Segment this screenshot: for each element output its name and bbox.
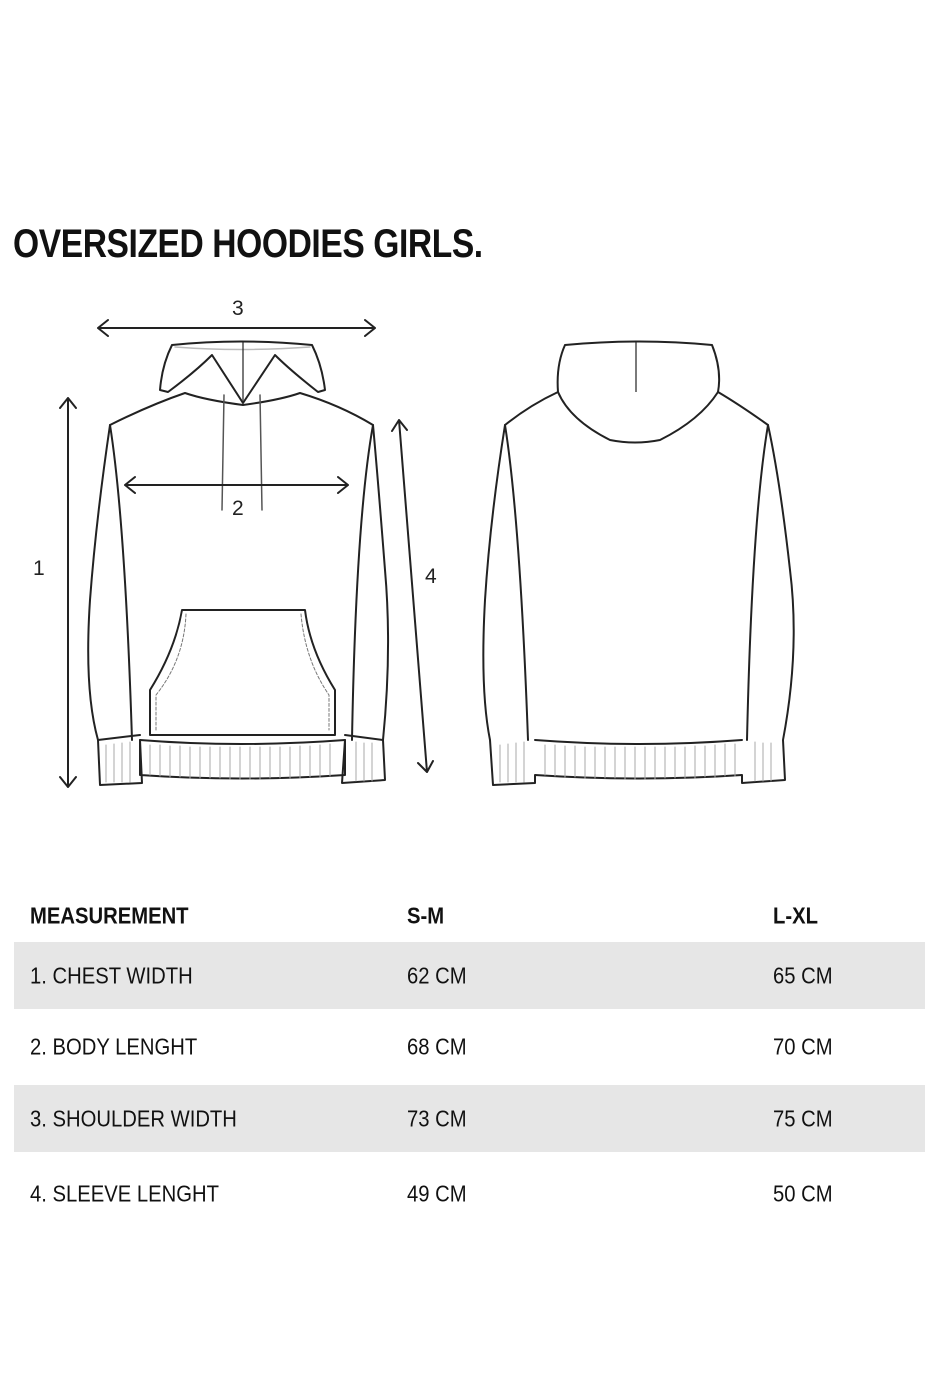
shoulder-width-arrow: [97, 319, 376, 337]
dimension-label-2: 2: [232, 497, 244, 520]
table-row: 2. BODY LENGHT 68 CM 70 CM: [14, 1009, 925, 1085]
dimension-label-1: 1: [33, 557, 45, 580]
hoodie-diagram: [59, 319, 795, 788]
value-l-xl: 65 CM: [773, 962, 833, 988]
dimension-label-3: 3: [232, 297, 244, 320]
value-s-m: 73 CM: [407, 1105, 467, 1131]
value-s-m: 49 CM: [407, 1180, 467, 1207]
size-table: MEASUREMENT S-M L-XL 1. CHEST WIDTH 62 C…: [14, 890, 925, 1236]
table-row: 3. SHOULDER WIDTH 73 CM 75 CM: [14, 1085, 925, 1152]
table-header: MEASUREMENT S-M L-XL: [14, 890, 925, 942]
value-s-m: 68 CM: [407, 1033, 467, 1060]
value-l-xl: 75 CM: [773, 1105, 833, 1131]
header-s-m: S-M: [407, 902, 445, 929]
measurement-name: 4. SLEEVE LENGHT: [30, 1180, 219, 1207]
measurement-name: 1. CHEST WIDTH: [30, 962, 193, 988]
dimension-label-4: 4: [425, 565, 437, 588]
measurement-name: 2. BODY LENGHT: [30, 1033, 198, 1060]
value-l-xl: 50 CM: [773, 1180, 833, 1207]
header-l-xl: L-XL: [773, 902, 818, 929]
measurement-name: 3. SHOULDER WIDTH: [30, 1105, 237, 1131]
chest-width-arrow: [124, 476, 349, 494]
value-s-m: 62 CM: [407, 962, 467, 988]
front-hoodie: [87, 340, 390, 786]
dimension-arrows: [59, 319, 434, 788]
table-row: 4. SLEEVE LENGHT 49 CM 50 CM: [14, 1152, 925, 1236]
page-title: OVERSIZED HOODIES GIRLS.: [13, 222, 483, 266]
value-l-xl: 70 CM: [773, 1033, 833, 1060]
body-length-arrow: [59, 397, 77, 788]
table-row: 1. CHEST WIDTH 62 CM 65 CM: [14, 942, 925, 1009]
back-hoodie: [482, 340, 795, 786]
header-measurement: MEASUREMENT: [30, 902, 189, 929]
sleeve-length-arrow: [391, 419, 434, 773]
